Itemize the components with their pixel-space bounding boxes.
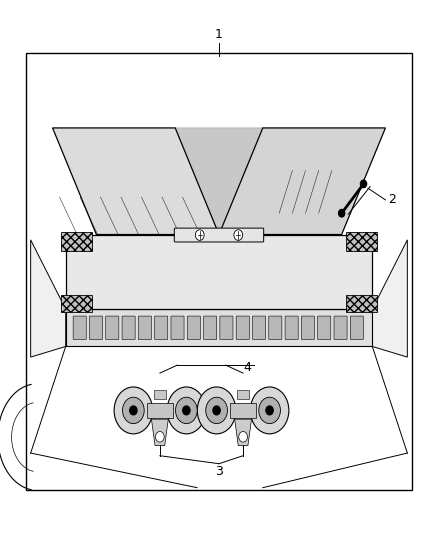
FancyBboxPatch shape bbox=[187, 316, 200, 340]
FancyBboxPatch shape bbox=[334, 316, 347, 340]
FancyBboxPatch shape bbox=[318, 316, 331, 340]
FancyBboxPatch shape bbox=[122, 316, 135, 340]
Polygon shape bbox=[152, 419, 168, 446]
FancyBboxPatch shape bbox=[73, 316, 86, 340]
FancyBboxPatch shape bbox=[236, 316, 249, 340]
Text: 4: 4 bbox=[244, 361, 251, 374]
FancyBboxPatch shape bbox=[301, 316, 314, 340]
Bar bbox=[66, 309, 372, 346]
Polygon shape bbox=[219, 128, 385, 235]
Circle shape bbox=[213, 406, 220, 415]
Circle shape bbox=[339, 209, 345, 217]
Polygon shape bbox=[372, 240, 407, 357]
Circle shape bbox=[266, 406, 273, 415]
Text: 2: 2 bbox=[388, 193, 396, 206]
Circle shape bbox=[234, 230, 243, 240]
FancyBboxPatch shape bbox=[171, 316, 184, 340]
Circle shape bbox=[251, 387, 289, 434]
FancyBboxPatch shape bbox=[252, 316, 265, 340]
Bar bbox=[230, 403, 256, 418]
Circle shape bbox=[195, 230, 204, 240]
Circle shape bbox=[114, 387, 152, 434]
Circle shape bbox=[259, 397, 280, 424]
Circle shape bbox=[123, 397, 144, 424]
FancyBboxPatch shape bbox=[350, 316, 364, 340]
Bar bbox=[154, 390, 166, 399]
Circle shape bbox=[176, 397, 197, 424]
FancyBboxPatch shape bbox=[269, 316, 282, 340]
Circle shape bbox=[167, 387, 206, 434]
FancyBboxPatch shape bbox=[220, 316, 233, 340]
FancyBboxPatch shape bbox=[138, 316, 152, 340]
Circle shape bbox=[155, 432, 164, 442]
Circle shape bbox=[130, 406, 137, 415]
Bar bbox=[147, 403, 173, 418]
FancyBboxPatch shape bbox=[174, 228, 264, 242]
FancyBboxPatch shape bbox=[285, 316, 298, 340]
Circle shape bbox=[183, 406, 190, 415]
Polygon shape bbox=[96, 128, 342, 235]
Bar bbox=[66, 235, 372, 309]
Bar bbox=[61, 232, 92, 251]
Text: 1: 1 bbox=[215, 28, 223, 41]
Bar bbox=[346, 295, 377, 312]
FancyBboxPatch shape bbox=[155, 316, 168, 340]
FancyBboxPatch shape bbox=[106, 316, 119, 340]
FancyBboxPatch shape bbox=[204, 316, 217, 340]
Bar bbox=[61, 295, 92, 312]
Text: 3: 3 bbox=[215, 465, 223, 478]
Polygon shape bbox=[235, 419, 251, 446]
Polygon shape bbox=[31, 240, 66, 357]
Bar bbox=[346, 232, 377, 251]
Polygon shape bbox=[53, 128, 219, 235]
Bar bbox=[26, 53, 412, 490]
FancyBboxPatch shape bbox=[89, 316, 102, 340]
Circle shape bbox=[239, 432, 247, 442]
Circle shape bbox=[197, 387, 236, 434]
Bar bbox=[237, 390, 249, 399]
Circle shape bbox=[360, 180, 367, 188]
Circle shape bbox=[206, 397, 227, 424]
